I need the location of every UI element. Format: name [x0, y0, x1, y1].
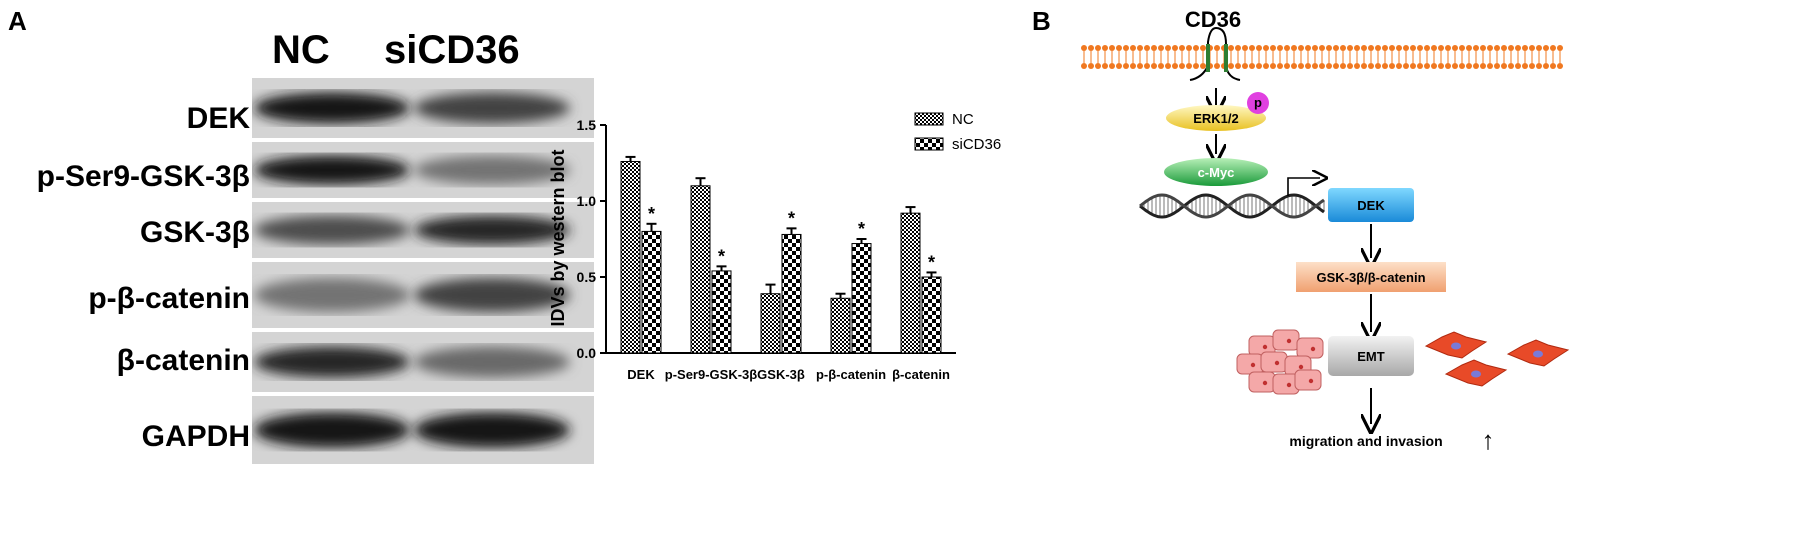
emt-node	[1328, 336, 1414, 376]
significance-star: *	[788, 208, 795, 228]
y-axis-label: IDVs by western blot	[548, 149, 568, 326]
bar-chart: IDVs by western blot 0.00.51.01.5 ***** …	[548, 111, 1001, 382]
cmyc-label: c-Myc	[1198, 165, 1235, 180]
blot-band--catenin-sicd36	[414, 346, 570, 378]
dna-helix	[1139, 193, 1325, 219]
erk-label: ERK1/2	[1193, 111, 1239, 126]
blot-label-gsk: GSK-3β	[140, 216, 250, 249]
bar-nc-4	[900, 212, 921, 354]
bar-nc-3	[830, 297, 851, 354]
up-arrow: ↑	[1482, 425, 1495, 455]
y-tick-label: 0.0	[577, 345, 597, 361]
dek-label: DEK	[1357, 198, 1385, 213]
y-tick-label: 0.5	[577, 269, 597, 285]
legend-swatch-sicd36	[914, 137, 944, 151]
y-tick-label: 1.0	[577, 193, 597, 209]
cd36-label: CD36	[1185, 7, 1241, 32]
x-tick-label: DEK	[627, 367, 655, 382]
x-tick-label: β-catenin	[892, 367, 950, 382]
transcription-arrow	[1287, 178, 1320, 196]
blot-band-gapdh-sicd36	[414, 412, 570, 448]
bar-sicd36-2	[781, 233, 802, 354]
western-blot-image	[252, 78, 594, 464]
gsk-catenin-node	[1296, 262, 1446, 292]
gsk-catenin-label: GSK-3β/β-catenin	[1316, 270, 1425, 285]
legend-label-nc: NC	[952, 111, 974, 128]
emt-label: EMT	[1357, 349, 1385, 364]
bar-sicd36-3	[851, 243, 872, 354]
blot-band-gsk-3--sicd36	[414, 215, 570, 245]
blot-band-p-ser9-gsk-3--nc	[254, 155, 410, 185]
bar-nc-1	[690, 185, 711, 354]
blot-label-gapdh: GAPDH	[141, 420, 250, 453]
cd36-receptor	[1189, 26, 1241, 81]
blot-band--catenin-nc	[254, 346, 410, 378]
bar-nc-2	[760, 293, 781, 354]
panel-a-label: A	[8, 6, 27, 36]
bar-sicd36-1	[711, 270, 732, 354]
erk-node	[1166, 105, 1266, 131]
x-tick-label: GSK-3β	[757, 367, 805, 382]
blot-band-dek-nc	[254, 92, 410, 124]
bar-nc-0	[620, 160, 641, 354]
cell-membrane	[1081, 45, 1563, 69]
blot-band-gapdh-nc	[254, 412, 410, 448]
pathway-diagram: CD36 ERK1/2 p c-Myc DEK GSK-3β/β-catenin…	[1081, 7, 1570, 455]
panel-b-label: B	[1032, 6, 1051, 36]
significance-star: *	[718, 246, 725, 266]
x-tick-label: p-β-catenin	[816, 367, 886, 382]
blot-band-p-catenin-nc	[254, 277, 410, 313]
significance-star: *	[858, 219, 865, 239]
blot-column-nc: NC	[272, 28, 330, 72]
phospho-label: p	[1254, 95, 1262, 110]
blot-label-catenin: β-catenin	[116, 344, 250, 377]
legend: NC siCD36	[914, 111, 1001, 153]
phospho-node	[1247, 92, 1269, 114]
blot-band-p-catenin-sicd36	[414, 277, 570, 313]
blot-band-dek-sicd36	[414, 92, 570, 124]
blot-label-p-gsk: p-Ser9-GSK-3β	[36, 160, 250, 193]
x-tick-label: p-Ser9-GSK-3β	[665, 367, 758, 382]
blot-band-gsk-3--nc	[254, 215, 410, 245]
y-tick-label: 1.5	[577, 117, 597, 133]
bar-sicd36-4	[921, 276, 942, 354]
significance-star: *	[928, 252, 935, 272]
legend-label-sicd36: siCD36	[952, 136, 1001, 153]
cmyc-node	[1164, 158, 1268, 186]
bar-sicd36-0	[641, 230, 662, 354]
epithelial-cells-illustration	[1236, 329, 1324, 395]
blot-band-p-ser9-gsk-3--sicd36	[414, 155, 570, 185]
outcome-label: migration and invasion	[1289, 433, 1442, 449]
legend-swatch-nc	[914, 112, 944, 126]
blot-column-sicd36: siCD36	[384, 28, 520, 72]
significance-star: *	[648, 204, 655, 224]
mesenchymal-cells-illustration	[1424, 331, 1570, 387]
blot-label-p-catenin: p-β-catenin	[88, 282, 250, 315]
dek-node	[1328, 188, 1414, 222]
blot-label-dek: DEK	[186, 102, 250, 135]
